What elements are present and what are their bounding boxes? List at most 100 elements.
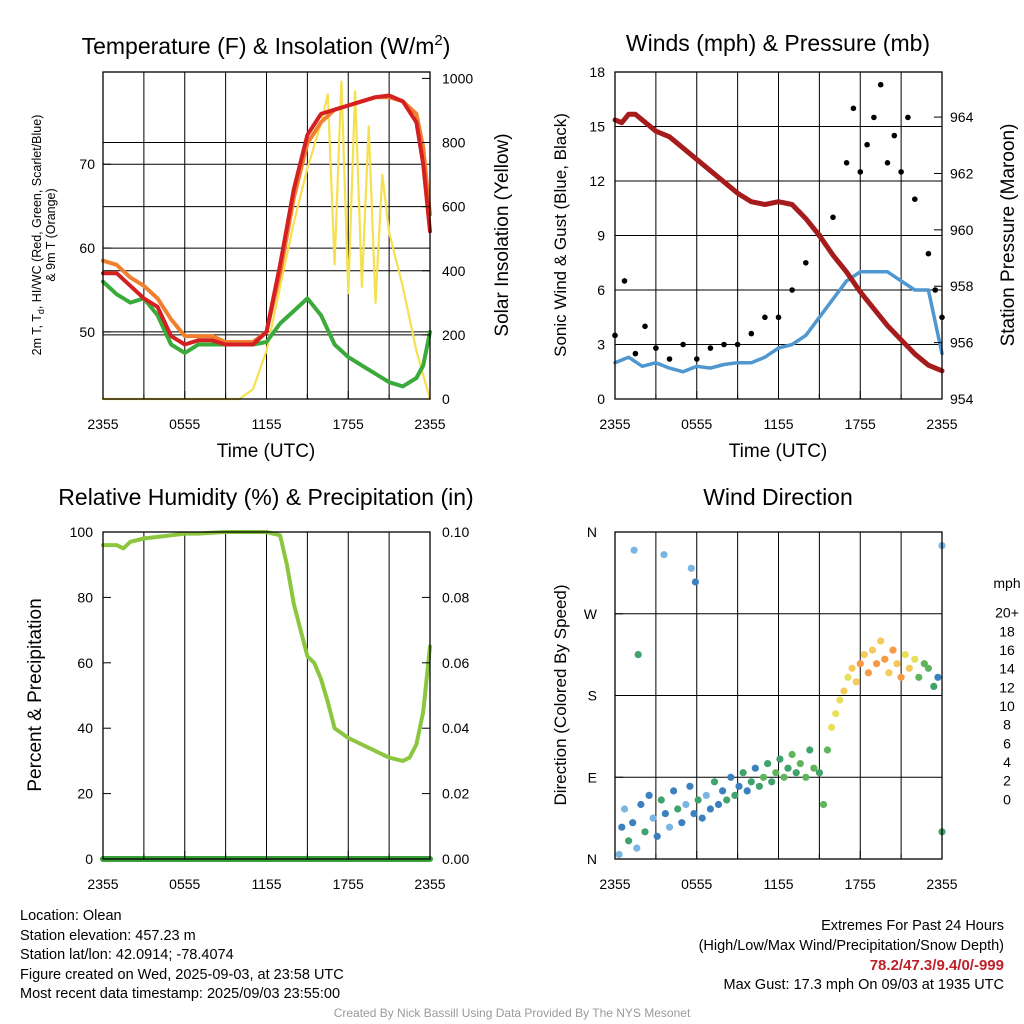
wind-title: Winds (mph) & Pressure (mb) xyxy=(626,30,930,56)
gust-point xyxy=(642,323,648,330)
x-tick-label: 1155 xyxy=(763,876,793,892)
direction-point xyxy=(828,723,836,731)
direction-point xyxy=(759,773,768,781)
max-gust-text: Max Gust: 17.3 mph On 09/03 at 1935 UTC xyxy=(723,976,1004,993)
y2-tick-label: 964 xyxy=(950,109,974,125)
gust-point xyxy=(905,114,911,121)
direction-panel: Wind Direction 2355 0555 1155 1755 2355NESWN… xyxy=(551,484,1021,892)
direction-point xyxy=(901,651,909,659)
gust-point xyxy=(891,132,898,139)
direction-point xyxy=(645,791,653,800)
direction-point xyxy=(784,764,792,772)
x-tick-label: 0555 xyxy=(681,416,712,432)
direction-point xyxy=(873,660,881,668)
y-tick-label: 60 xyxy=(79,240,95,256)
y2-tick-label: 600 xyxy=(442,199,466,215)
direction-point xyxy=(772,769,780,777)
x-tick-label: 1755 xyxy=(845,876,876,892)
gust-point xyxy=(748,330,755,337)
series-line-solar xyxy=(101,80,432,401)
series-line-temp xyxy=(101,93,432,347)
station-info: Location: Olean Station elevation: 457.2… xyxy=(20,907,344,1005)
temperature-ticks: 2355 0555 1155 1755 2355 50 60 70 0 200 400 600 800 1… xyxy=(79,70,473,432)
series-line-dew xyxy=(101,279,432,389)
direction-point xyxy=(819,800,828,809)
x-tick-label: 2355 xyxy=(414,876,445,892)
y2-tick-label: 0 xyxy=(442,391,450,407)
direction-ylabel: Direction (Colored By Speed) xyxy=(551,584,570,805)
direction-point xyxy=(719,787,727,795)
x-tick-label: 1755 xyxy=(333,876,364,892)
y-tick-label: S xyxy=(588,688,597,704)
series-line-rh xyxy=(101,530,432,763)
temperature-xlabel: Time (UTC) xyxy=(217,441,316,462)
direction-point xyxy=(768,778,776,786)
y-tick-label: 50 xyxy=(79,324,95,340)
gust-point xyxy=(803,260,809,266)
direction-point xyxy=(764,760,772,768)
gust-point xyxy=(721,341,727,348)
y2-tick-label: 0.06 xyxy=(442,655,469,671)
temperature-series xyxy=(101,80,432,401)
gust-point xyxy=(864,141,870,148)
direction-point xyxy=(881,655,889,663)
gust-point xyxy=(884,160,891,166)
y-tick-label: 40 xyxy=(77,720,93,736)
direction-point xyxy=(911,655,919,663)
direction-point xyxy=(792,769,800,777)
created-text: Figure created on Wed, 2025-09-03, at 23… xyxy=(20,966,344,983)
y2-tick-label: 0.04 xyxy=(442,720,469,736)
y2-tick-label: 200 xyxy=(442,327,466,343)
direction-point xyxy=(682,800,690,809)
elevation-text: Station elevation: 457.23 m xyxy=(20,927,196,944)
extremes-heading: Extremes For Past 24 Hours xyxy=(821,918,1004,934)
y2-tick-label: 954 xyxy=(950,391,974,407)
y2-tick-label: 960 xyxy=(950,222,974,238)
x-tick-label: 2355 xyxy=(87,876,118,892)
direction-point xyxy=(747,778,755,786)
y2-tick-label: 0.00 xyxy=(442,851,469,867)
direction-point xyxy=(657,796,665,804)
direction-title: Wind Direction xyxy=(703,484,853,510)
direction-point xyxy=(889,646,897,654)
direction-point xyxy=(710,778,719,786)
y-tick-label: N xyxy=(587,851,597,867)
x-tick-label: 1155 xyxy=(763,416,793,432)
direction-point xyxy=(653,832,661,840)
rh-panel: Relative Humidity (%) & Precipitation (i… xyxy=(25,484,474,892)
y-tick-label: 80 xyxy=(77,589,93,605)
direction-point xyxy=(665,823,674,831)
y2-tick-label: 0.10 xyxy=(442,524,469,540)
direction-point xyxy=(905,664,913,672)
gust-point xyxy=(734,341,741,348)
credit-text: Created By Nick Bassill Using Data Provi… xyxy=(333,1006,691,1020)
y-tick-label: 6 xyxy=(597,282,605,298)
legend-label: 10 xyxy=(999,698,1015,714)
direction-point xyxy=(930,682,938,691)
direction-point xyxy=(852,678,860,686)
direction-point xyxy=(637,800,645,809)
y-tick-label: 100 xyxy=(70,524,94,540)
x-tick-label: 2355 xyxy=(926,876,957,892)
direction-point xyxy=(670,787,678,795)
direction-point xyxy=(633,844,641,852)
temperature-title: Temperature (F) & Insolation (W/m2) xyxy=(82,32,451,59)
gust-point xyxy=(857,169,864,175)
y2-tick-label: 400 xyxy=(442,263,466,279)
gust-point xyxy=(666,356,673,362)
direction-point xyxy=(934,673,942,681)
direction-point xyxy=(920,660,928,668)
rh-grid xyxy=(143,532,390,859)
x-tick-label: 0555 xyxy=(169,876,200,892)
gust-point xyxy=(871,114,877,121)
direction-point xyxy=(751,764,759,772)
direction-grid xyxy=(615,532,942,859)
direction-point xyxy=(893,660,901,668)
series-line-pressure xyxy=(612,111,945,374)
y2-tick-label: 962 xyxy=(950,165,974,181)
temperature-panel: Temperature (F) & Insolation (W/m2) 2355… xyxy=(30,32,513,462)
direction-point xyxy=(706,805,715,813)
direction-point xyxy=(714,800,723,809)
y-tick-label: W xyxy=(584,606,598,622)
